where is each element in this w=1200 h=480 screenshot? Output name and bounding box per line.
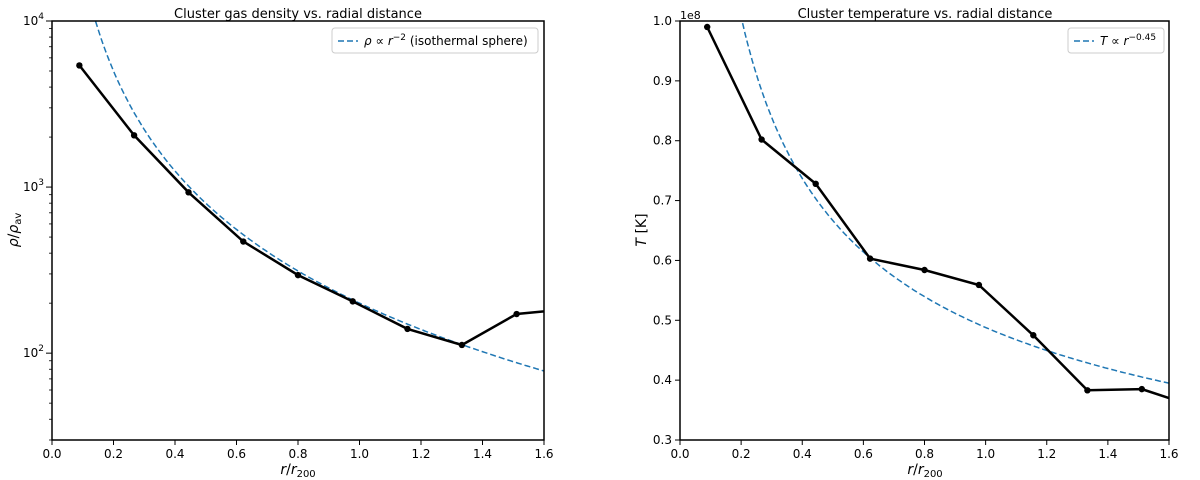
y-tick-label: 0.6 xyxy=(653,253,672,267)
y-tick-label: 1.0 xyxy=(653,14,672,28)
y-tick-label: 102 xyxy=(23,344,44,360)
density-ticks: 0.0 0.2 0.4 0.6 0.8 1.0 1.2 1.4 1.6 102 103 104 xyxy=(23,12,554,461)
x-tick-label: 1.4 xyxy=(1098,447,1117,461)
density-legend: ρ ∝ r−2 (isothermal sphere) xyxy=(331,27,539,54)
data-point xyxy=(185,189,192,196)
density-data-points xyxy=(76,62,574,349)
data-point xyxy=(758,136,765,143)
x-tick-label: 1.2 xyxy=(1037,447,1056,461)
density-axes-frame xyxy=(51,20,545,441)
y-tick-label: 0.9 xyxy=(653,74,672,88)
x-tick-label: 1.6 xyxy=(1159,447,1178,461)
temperature-chart-title: Cluster temperature vs. radial distance xyxy=(798,7,1053,22)
temperature-ylabel: T [K] xyxy=(634,213,650,246)
y-tick-label: 0.8 xyxy=(653,134,672,148)
x-tick-label: 0.0 xyxy=(670,447,689,461)
x-tick-label: 1.4 xyxy=(473,447,492,461)
density-legend-box xyxy=(331,27,539,54)
x-tick-label: 1.0 xyxy=(350,447,369,461)
temperature-xlabel: r/r200 xyxy=(907,462,942,480)
data-point xyxy=(704,23,711,31)
data-point xyxy=(866,255,874,262)
x-tick-label: 1.0 xyxy=(976,447,995,461)
x-tick-label: 0.2 xyxy=(732,447,751,461)
data-point xyxy=(921,266,928,274)
x-tick-label: 0.4 xyxy=(165,447,184,461)
density-legend-label: ρ ∝ r−2 (isothermal sphere) xyxy=(364,33,528,48)
temperature-data-points xyxy=(704,23,1199,410)
temperature-data-line xyxy=(706,26,1169,400)
data-point xyxy=(975,281,983,289)
y-tick-label: 0.4 xyxy=(653,373,672,387)
data-point xyxy=(458,341,466,349)
density-xlabel: r/r200 xyxy=(280,462,315,480)
density-data-line xyxy=(78,64,544,347)
data-point xyxy=(76,62,83,69)
temperature-panel: Cluster temperature vs. radial distance … xyxy=(634,7,1199,480)
data-point xyxy=(812,180,819,188)
x-tick-label: 0.6 xyxy=(854,447,873,461)
x-tick-label: 0.8 xyxy=(288,447,307,461)
x-tick-label: 1.2 xyxy=(411,447,430,461)
data-point xyxy=(294,271,302,279)
data-point xyxy=(568,306,574,312)
data-point xyxy=(349,298,356,305)
y-tick-label: 0.7 xyxy=(653,194,672,208)
y-tick-label: 103 xyxy=(23,178,44,194)
data-point xyxy=(240,238,247,245)
temperature-legend-box xyxy=(1067,27,1165,54)
data-point xyxy=(1084,387,1091,394)
temperature-offset-label: 1e8 xyxy=(680,9,701,22)
data-point xyxy=(404,325,411,333)
density-panel: Cluster gas density vs. radial distance … xyxy=(6,7,574,480)
y-tick-label: 104 xyxy=(23,12,44,28)
x-tick-label: 0.2 xyxy=(104,447,123,461)
y-tick-label: 0.5 xyxy=(653,313,672,327)
temperature-axes-frame xyxy=(679,20,1170,441)
data-point xyxy=(1193,404,1199,410)
x-tick-label: 0.4 xyxy=(793,447,812,461)
x-tick-label: 0.0 xyxy=(42,447,61,461)
temperature-legend: T ∝ r−0.45 xyxy=(1067,27,1165,54)
x-tick-label: 0.8 xyxy=(915,447,934,461)
data-point xyxy=(130,132,138,139)
density-reference-curve xyxy=(94,21,544,372)
data-point xyxy=(513,310,520,318)
density-ylabel: ρ/ρav xyxy=(6,213,24,248)
data-point xyxy=(1030,332,1037,339)
y-tick-label: 0.3 xyxy=(653,433,672,447)
data-point xyxy=(1138,385,1145,393)
x-tick-label: 1.6 xyxy=(534,447,553,461)
density-chart-title: Cluster gas density vs. radial distance xyxy=(174,7,422,22)
x-tick-label: 0.6 xyxy=(227,447,246,461)
temperature-ticks: 0.0 0.2 0.4 0.6 0.8 1.0 1.2 1.4 1.6 0.3 0.4 0.5 0.6 0… xyxy=(653,14,1179,461)
temperature-reference-curve xyxy=(741,21,1169,384)
